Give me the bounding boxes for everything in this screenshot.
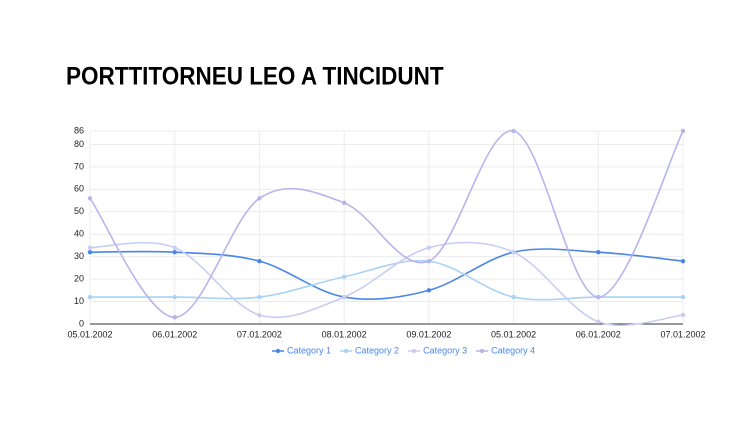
x-tick-label: 08.01.2002 [322, 329, 367, 339]
data-point [680, 128, 686, 134]
data-point [596, 249, 601, 255]
data-point [87, 249, 93, 255]
legend-label: Category 3 [423, 345, 467, 355]
legend-marker [411, 348, 417, 354]
data-point [87, 196, 93, 201]
y-tick-label: 30 [74, 251, 84, 261]
series-line [89, 241, 684, 326]
chart-title: PORTTITORNEU LEO A TINCIDUNT [66, 63, 444, 91]
data-point [257, 294, 262, 300]
x-tick-label: 07.01.2002 [237, 329, 282, 339]
data-point [172, 315, 177, 320]
data-point [172, 294, 177, 300]
y-tick-label: 20 [74, 273, 84, 283]
data-point [511, 249, 516, 255]
y-tick-label: 0 [79, 318, 84, 328]
data-point [680, 258, 686, 264]
data-point [341, 274, 347, 280]
y-tick-label: 70 [74, 161, 84, 171]
x-tick-label: 09.01.2002 [406, 329, 451, 339]
data-point [341, 200, 347, 206]
data-point [426, 288, 432, 293]
data-point [87, 294, 93, 300]
data-point [511, 294, 516, 300]
x-tick-label: 06.01.2002 [576, 329, 621, 339]
data-point [511, 128, 516, 134]
data-point [596, 319, 601, 324]
legend-marker [343, 348, 349, 354]
data-point [341, 294, 347, 300]
x-tick-label: 05.01.2002 [491, 329, 536, 339]
legend-marker [275, 348, 281, 354]
data-point [426, 258, 432, 264]
y-tick-label: 86 [74, 125, 84, 135]
data-point [257, 196, 262, 201]
series-line [89, 130, 684, 319]
data-point [426, 245, 432, 250]
y-tick-label: 80 [74, 139, 84, 149]
legend-label: Category 4 [491, 345, 535, 355]
legend-label: Category 2 [355, 345, 399, 355]
legend-marker [479, 348, 485, 354]
x-tick-label: 07.01.2002 [660, 329, 705, 339]
data-point [87, 245, 93, 250]
x-tick-label: 06.01.2002 [152, 329, 197, 339]
data-point [172, 249, 177, 255]
data-point [680, 294, 686, 300]
y-tick-label: 10 [74, 296, 84, 306]
y-tick-label: 50 [74, 206, 84, 216]
x-tick-label: 05.01.2002 [67, 329, 112, 339]
data-point [680, 312, 686, 318]
legend-label: Category 1 [287, 345, 331, 355]
series-line [89, 259, 683, 301]
y-tick-label: 40 [74, 229, 84, 239]
y-tick-label: 60 [74, 184, 84, 194]
data-point [596, 294, 601, 300]
data-point [172, 245, 177, 250]
data-point [257, 312, 262, 318]
data-point [257, 258, 262, 264]
